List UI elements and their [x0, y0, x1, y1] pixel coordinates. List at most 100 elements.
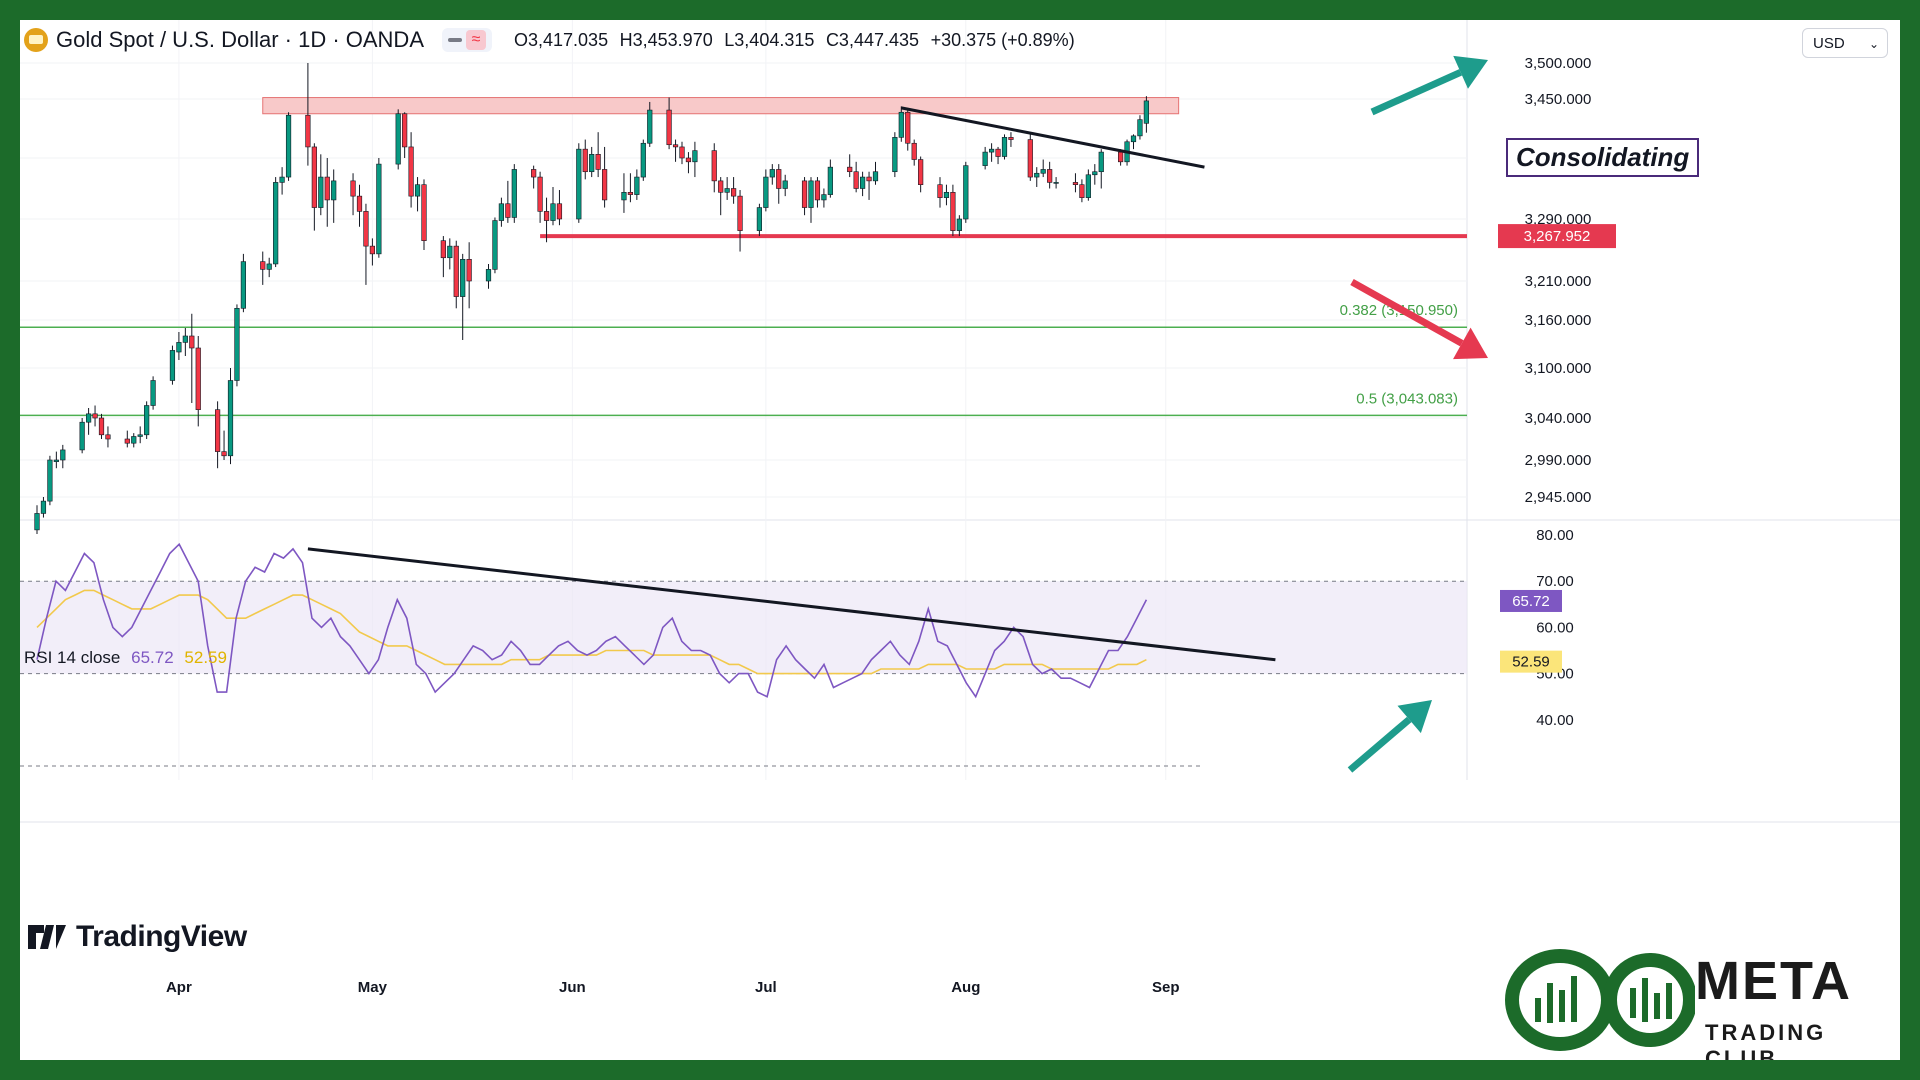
candle-body: [892, 137, 898, 173]
candle-body: [718, 180, 724, 193]
chart-frame: 0.382 (3,150.950) 0.5 (3,043.083) 3,500.00…: [20, 20, 1900, 1060]
candle-body: [634, 176, 640, 195]
candle-body: [647, 109, 653, 144]
candle-body: [821, 194, 827, 201]
arrow-shaft: [1347, 716, 1412, 773]
candle-body: [279, 176, 285, 183]
candle-body: [131, 436, 137, 444]
candle-body: [47, 459, 53, 502]
rsi-ma-tag-text: 52.59: [1512, 654, 1550, 671]
candle-body: [982, 151, 988, 166]
candle-body: [576, 148, 582, 220]
candle-body: [1098, 151, 1104, 173]
change-value: +30.375 (+0.89%): [930, 29, 1075, 50]
price-tick-label: 3,500.000: [1525, 55, 1592, 72]
price-tick-label: 3,100.000: [1525, 360, 1592, 377]
open-value: O3,417.035: [514, 29, 609, 50]
candle-body: [376, 163, 382, 255]
candle-body: [1143, 100, 1149, 124]
candle-body: [763, 176, 769, 208]
candle-body: [679, 146, 685, 159]
rsi-tick-label: 60.00: [1536, 619, 1574, 636]
candle-body: [847, 166, 853, 173]
arrow-head: [1397, 700, 1432, 734]
arrow-head: [1453, 55, 1488, 89]
support-price-tag: [1498, 224, 1616, 249]
candle-body: [685, 157, 692, 163]
candle-body: [408, 146, 414, 197]
candle-body: [505, 203, 511, 218]
candle-body: [672, 144, 679, 148]
rsi-value: 65.72: [131, 648, 174, 667]
candle-body: [227, 380, 234, 457]
candle-body: [872, 171, 879, 182]
symbol-title[interactable]: Gold Spot / U.S. Dollar · 1D · OANDA: [56, 27, 424, 52]
candle-body: [724, 188, 730, 193]
chart-canvas[interactable]: 0.382 (3,150.950)0.5 (3,043.083)3,500.00…: [20, 20, 1900, 1060]
rsi-bullish-arrow: [1347, 700, 1432, 773]
candle-body: [305, 114, 311, 148]
candle-body: [582, 148, 588, 173]
rsi-tick-label: 80.00: [1536, 527, 1574, 544]
price-tick-label: 3,040.000: [1525, 410, 1592, 427]
tradingview-wordmark: TradingView: [76, 920, 247, 953]
candle-body: [801, 180, 808, 208]
candle-body: [350, 180, 356, 197]
rsi-tick-label: 40.00: [1536, 712, 1574, 729]
tradingview-logo[interactable]: TradingView: [28, 920, 247, 954]
candle-body: [124, 438, 130, 444]
candle-body: [144, 405, 150, 436]
candle-body: [318, 176, 324, 208]
candle-body: [182, 335, 188, 343]
candle-body: [956, 218, 962, 231]
candle-body: [911, 142, 917, 160]
candle-body: [98, 417, 105, 436]
candle-body: [356, 195, 363, 212]
candle-body: [492, 220, 498, 270]
candle-body: [756, 207, 762, 231]
candle-body: [1079, 184, 1085, 198]
rsi-header: RSI 14 close 65.72 52.59: [24, 648, 227, 668]
candle-body: [550, 203, 556, 221]
indicator-toggle[interactable]: ≈: [442, 28, 492, 52]
candle-body: [266, 263, 272, 270]
candle-body: [918, 159, 924, 185]
gold-symbol-icon: [24, 28, 48, 52]
candle-body: [1072, 182, 1079, 185]
candle-body: [898, 111, 904, 138]
candle-body: [808, 180, 814, 208]
candle-body: [285, 114, 292, 178]
candle-body: [414, 184, 421, 197]
candle-body: [640, 142, 646, 178]
candle-body: [369, 245, 376, 255]
candle-body: [827, 166, 833, 195]
time-tick-label: Sep: [1152, 979, 1180, 996]
candle-body: [498, 203, 505, 221]
candle-body: [859, 176, 866, 189]
candle-body: [460, 259, 466, 297]
candle-body: [150, 380, 156, 406]
ohlc-values: O3,417.035 H3,453.970 L3,404.315 C3,447.…: [514, 29, 1081, 52]
time-tick-label: Jun: [559, 979, 586, 996]
candle-body: [440, 240, 446, 259]
candle-body: [950, 192, 956, 231]
rsi-line: [36, 542, 1148, 699]
arrow-shaft: [1370, 69, 1463, 116]
candle-body: [782, 180, 788, 189]
candle-body: [260, 261, 266, 270]
meta-subtitle: TRADING CLUB: [1705, 1020, 1827, 1060]
candle-body: [627, 192, 633, 195]
bullish-arrow: [1370, 55, 1488, 116]
currency-select[interactable]: USD ⌄: [1802, 28, 1888, 58]
candle-body: [595, 154, 601, 170]
candle-body: [692, 150, 698, 163]
candle-body: [995, 148, 1001, 157]
candle-body: [963, 165, 969, 220]
candle-body: [60, 449, 66, 461]
candle-body: [1118, 151, 1124, 163]
rsi-band: [20, 581, 1467, 674]
consolidating-annotation: Consolidating: [1506, 138, 1700, 177]
candle-body: [1001, 137, 1008, 157]
candle-body: [34, 513, 40, 531]
bearish-arrow: [1350, 278, 1488, 360]
